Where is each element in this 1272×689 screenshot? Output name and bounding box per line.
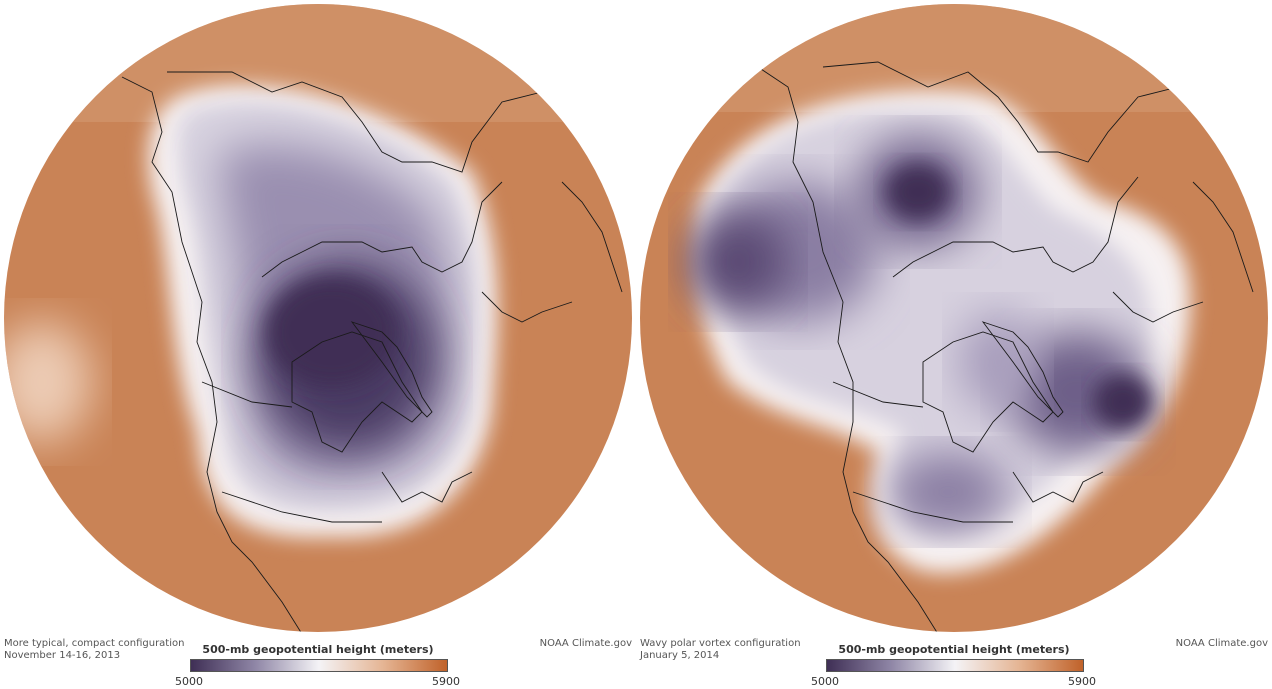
- credit-label: NOAA Climate.gov: [539, 638, 632, 649]
- scale-min-label: 5000: [811, 675, 839, 688]
- caption-title: Wavy polar vortex configuration: [640, 638, 801, 649]
- polar-height-map-wavy: [640, 4, 1268, 632]
- right-map-panel: Wavy polar vortex configuration January …: [636, 0, 1272, 689]
- credit-label: NOAA Climate.gov: [1175, 638, 1268, 649]
- scale-max-label: 5900: [1068, 675, 1096, 688]
- legend-title: 500-mb geopotential height (meters): [838, 643, 1070, 656]
- color-scale-bar: [826, 659, 1084, 672]
- caption-date: January 5, 2014: [640, 650, 720, 661]
- scale-max-label: 5900: [432, 675, 460, 688]
- left-map-panel: More typical, compact configuration Nove…: [4, 4, 632, 688]
- color-scale-bar: [190, 659, 448, 672]
- legend-title: 500-mb geopotential height (meters): [202, 643, 434, 656]
- scale-min-label: 5000: [175, 675, 203, 688]
- caption-date: November 14-16, 2013: [4, 650, 121, 661]
- map-caption: More typical, compact configuration Nove…: [4, 638, 184, 662]
- caption-title: More typical, compact configuration: [4, 638, 185, 649]
- polar-height-map-compact: [4, 4, 632, 632]
- map-caption: Wavy polar vortex configuration January …: [640, 638, 801, 662]
